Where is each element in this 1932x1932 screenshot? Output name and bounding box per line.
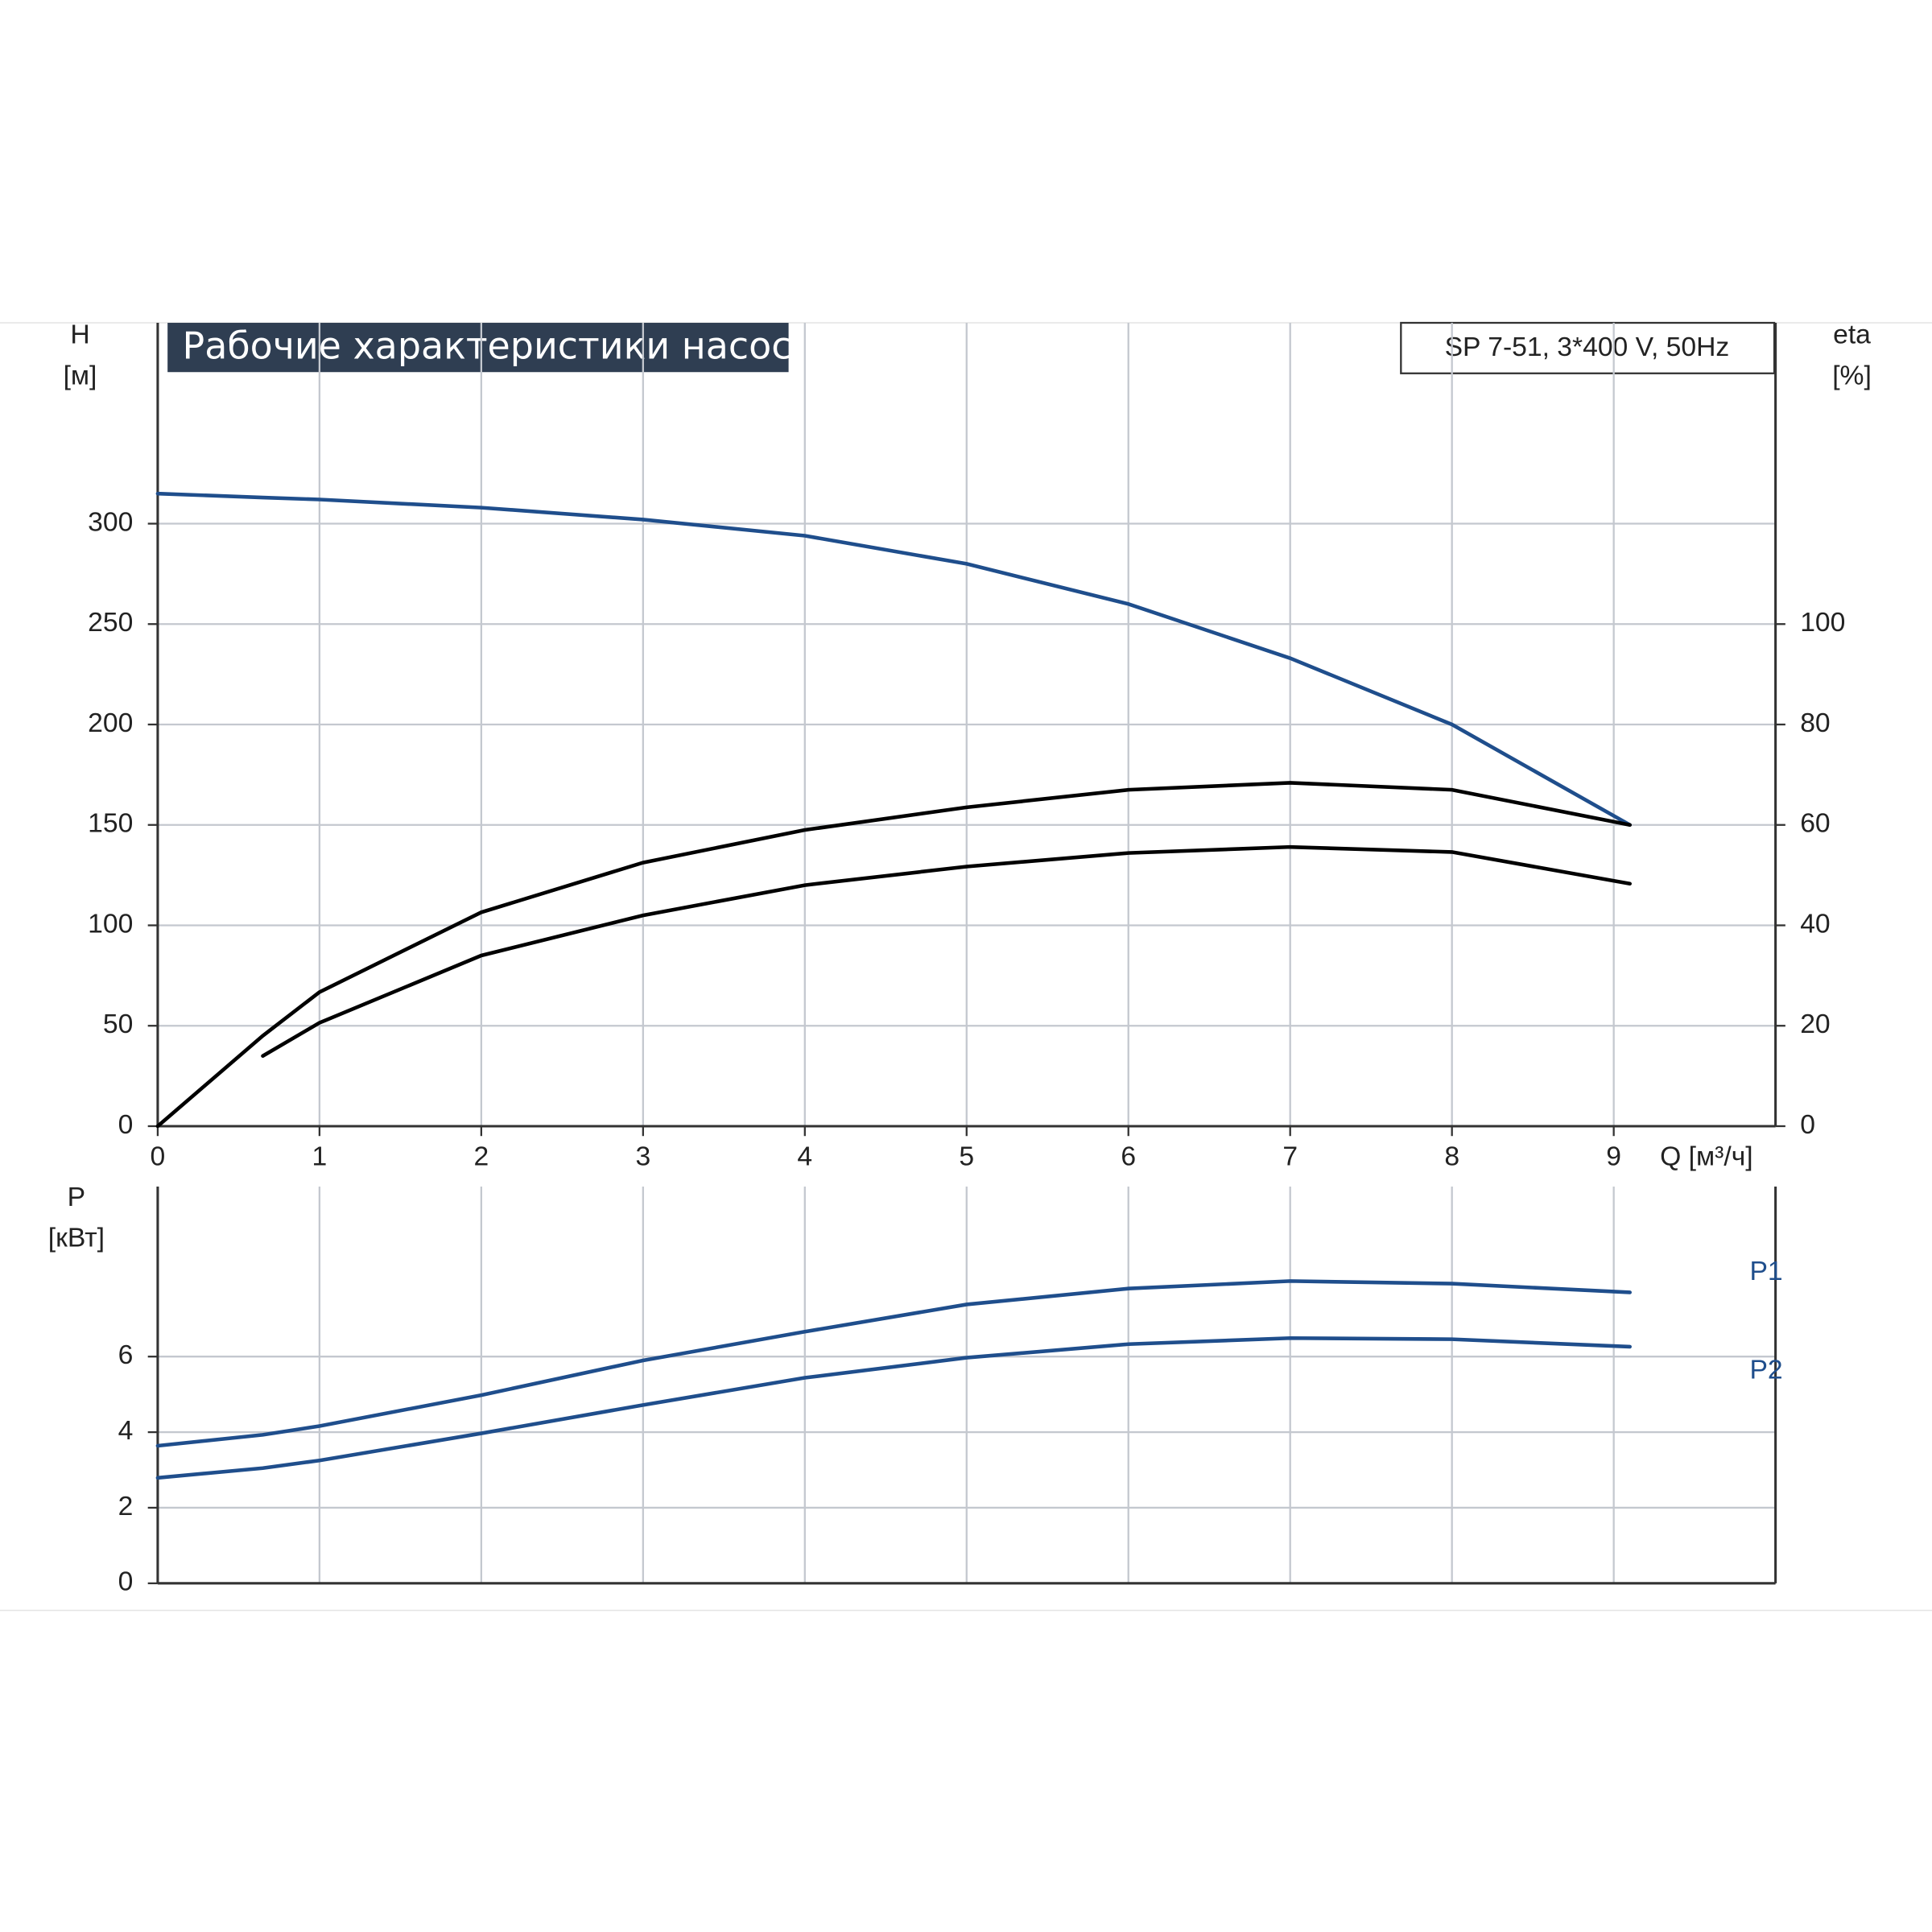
- y-tick-label: 300: [88, 507, 133, 537]
- curve: [155, 491, 1632, 828]
- y2-tick-label: 80: [1800, 708, 1830, 738]
- x-tick-label: 0: [151, 1142, 166, 1172]
- y-tick-label: 6: [118, 1340, 134, 1370]
- y-tick-label: 2: [118, 1492, 134, 1521]
- x-tick-label: 7: [1282, 1142, 1298, 1172]
- y-tick-label: 0: [118, 1110, 134, 1140]
- y2-tick-label: 40: [1800, 909, 1830, 939]
- chart-subtitle: SP 7-51, 3*400 V, 50Hz: [1445, 332, 1730, 362]
- y-tick-label: 150: [88, 809, 133, 839]
- x-tick-label: 1: [312, 1142, 328, 1172]
- y-axis-label: P: [68, 1183, 85, 1212]
- y2-tick-label: 60: [1800, 809, 1830, 839]
- y2-axis-label: eta: [1833, 320, 1871, 350]
- y-axis-label: H: [70, 320, 89, 350]
- y-axis-label: [м]: [64, 361, 97, 390]
- y-tick-label: 50: [103, 1009, 133, 1039]
- x-axis-label: Q [м³/ч]: [1660, 1142, 1752, 1172]
- y-tick-label: 200: [88, 708, 133, 738]
- x-tick-label: 8: [1444, 1142, 1459, 1172]
- y-tick-label: 4: [118, 1416, 134, 1446]
- curve: [261, 844, 1632, 1059]
- x-tick-label: 4: [797, 1142, 812, 1172]
- curve: [155, 1335, 1632, 1480]
- curve: [155, 781, 1632, 1129]
- y-axis-label: [кВт]: [48, 1224, 105, 1253]
- x-tick-label: 9: [1606, 1142, 1621, 1172]
- y2-tick-label: 20: [1800, 1009, 1830, 1039]
- series-label: P2: [1749, 1356, 1782, 1385]
- x-tick-label: 5: [959, 1142, 974, 1172]
- curve: [155, 1279, 1632, 1448]
- y-tick-label: 0: [118, 1567, 134, 1597]
- chart-title: Рабочие характеристики насоса: [183, 324, 815, 368]
- subtitle-box: [1400, 321, 1776, 374]
- y-tick-label: 250: [88, 608, 133, 638]
- title-box: [167, 323, 789, 373]
- x-tick-label: 6: [1121, 1142, 1136, 1172]
- series-label: P1: [1749, 1257, 1782, 1286]
- y2-tick-label: 0: [1800, 1110, 1815, 1140]
- y-tick-label: 100: [88, 909, 133, 939]
- y2-tick-label: 100: [1800, 608, 1845, 638]
- x-tick-label: 3: [635, 1142, 650, 1172]
- y2-axis-label: [%]: [1832, 361, 1872, 390]
- x-tick-label: 2: [473, 1142, 489, 1172]
